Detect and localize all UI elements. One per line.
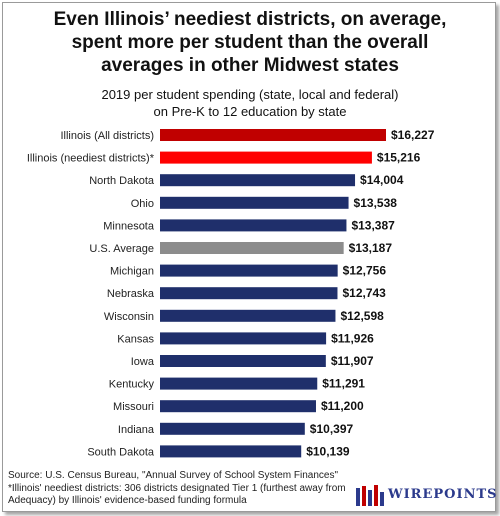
bar bbox=[160, 264, 338, 277]
value-label: $13,387 bbox=[351, 218, 395, 232]
bar bbox=[160, 422, 305, 435]
value-label: $13,187 bbox=[349, 241, 393, 255]
value-label: $15,216 bbox=[377, 151, 421, 165]
value-label: $11,907 bbox=[331, 354, 374, 368]
bar bbox=[160, 129, 386, 141]
category-label: Missouri bbox=[113, 401, 154, 413]
category-label: Ohio bbox=[131, 198, 154, 210]
category-label: Nebraska bbox=[107, 288, 155, 300]
chart-title: Even Illinois’ neediest districts, on av… bbox=[0, 8, 500, 77]
value-label: $13,538 bbox=[354, 196, 398, 210]
bar bbox=[160, 196, 349, 209]
subtitle-line-1: 2019 per student spending (state, local … bbox=[101, 87, 399, 102]
bar bbox=[160, 400, 316, 413]
value-label: $12,598 bbox=[340, 309, 384, 323]
bar bbox=[160, 287, 338, 300]
category-label: North Dakota bbox=[89, 175, 155, 187]
bar bbox=[160, 332, 327, 345]
title-line-2: spent more per student than the overall bbox=[71, 32, 429, 53]
wirepoints-logo-text: WIREPOINTS bbox=[388, 487, 498, 502]
bar bbox=[160, 151, 372, 164]
title-line-1: Even Illinois’ neediest districts, on av… bbox=[53, 9, 447, 30]
category-label: Michigan bbox=[110, 266, 154, 278]
bar bbox=[160, 377, 318, 390]
value-label: $10,397 bbox=[310, 422, 354, 436]
footnote-line-2: Adequacy) by Illinois' evidence-based fu… bbox=[8, 495, 247, 506]
category-label: U.S. Average bbox=[89, 243, 154, 255]
value-label: $14,004 bbox=[360, 173, 404, 187]
category-label: Kansas bbox=[117, 333, 154, 345]
value-label: $11,291 bbox=[322, 377, 365, 391]
bar bbox=[160, 219, 347, 232]
value-label: $11,926 bbox=[331, 331, 374, 345]
wirepoints-logo-icon bbox=[356, 485, 384, 506]
value-label: $16,227 bbox=[391, 128, 435, 142]
bar bbox=[160, 242, 344, 254]
bar bbox=[160, 174, 356, 187]
bar bbox=[160, 355, 326, 367]
bar bbox=[160, 445, 302, 458]
category-label: Kentucky bbox=[109, 379, 155, 391]
footnote-line-1: *Illinois' neediest districts: 306 distr… bbox=[8, 483, 346, 494]
value-label: $11,200 bbox=[321, 399, 364, 413]
bar bbox=[160, 309, 336, 322]
title-line-3: averages in other Midwest states bbox=[101, 55, 399, 76]
category-label: Illinois (All districts) bbox=[60, 130, 154, 142]
source-note: Source: U.S. Census Bureau, "Annual Surv… bbox=[8, 470, 339, 481]
category-label: Wisconsin bbox=[104, 311, 154, 323]
category-label: Iowa bbox=[131, 356, 155, 368]
subtitle-line-2: on Pre-K to 12 education by state bbox=[153, 104, 347, 119]
category-label: Illinois (neediest districts)* bbox=[27, 153, 155, 165]
chart-subtitle: 2019 per student spending (state, local … bbox=[0, 86, 500, 120]
category-label: South Dakota bbox=[87, 446, 155, 458]
value-label: $10,139 bbox=[306, 444, 350, 458]
value-label: $12,756 bbox=[343, 264, 387, 278]
value-label: $12,743 bbox=[342, 286, 386, 300]
category-label: Indiana bbox=[118, 424, 155, 436]
category-label: Minnesota bbox=[103, 220, 155, 232]
